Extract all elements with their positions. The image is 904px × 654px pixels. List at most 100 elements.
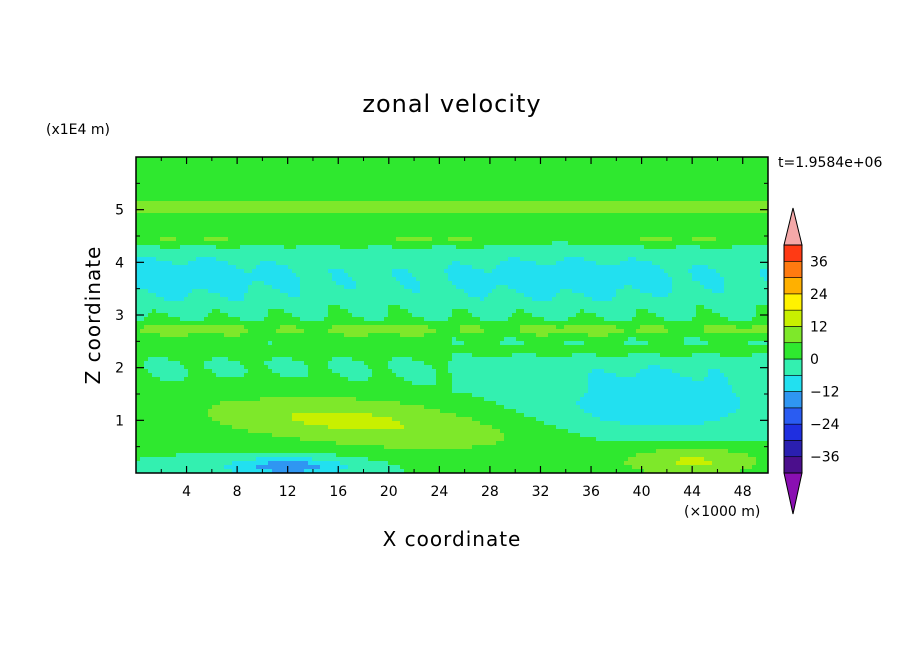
field-cell xyxy=(388,213,393,218)
field-cell xyxy=(260,225,265,230)
field-cell xyxy=(688,169,693,174)
field-cell xyxy=(272,233,277,238)
field-cell xyxy=(664,269,669,274)
field-cell xyxy=(184,229,189,234)
field-cell xyxy=(596,157,601,162)
field-cell xyxy=(356,197,361,202)
field-cell xyxy=(596,237,601,242)
field-cell xyxy=(484,249,489,254)
field-cell xyxy=(452,225,457,230)
field-cell xyxy=(584,245,589,250)
field-cell xyxy=(516,237,521,242)
field-cell xyxy=(632,173,637,178)
field-cell xyxy=(328,189,333,194)
field-cell xyxy=(696,237,701,242)
field-cell xyxy=(208,281,213,286)
field-cell xyxy=(252,225,257,230)
field-cell xyxy=(356,269,361,274)
field-cell xyxy=(672,209,677,214)
field-cell xyxy=(388,241,393,246)
field-cell xyxy=(336,173,341,178)
field-cell xyxy=(592,249,597,254)
field-cell xyxy=(388,273,393,278)
field-cell xyxy=(204,245,209,250)
field-cell xyxy=(480,237,485,242)
field-cell xyxy=(264,173,269,178)
field-cell xyxy=(748,157,753,162)
field-cell xyxy=(204,257,209,262)
field-cell xyxy=(172,249,177,254)
field-cell xyxy=(332,201,337,206)
field-cell xyxy=(708,253,713,258)
field-cell xyxy=(244,257,249,262)
field-cell xyxy=(444,193,449,198)
field-cell xyxy=(468,261,473,266)
field-cell xyxy=(540,157,545,162)
field-cell xyxy=(192,185,197,190)
field-cell xyxy=(424,205,429,210)
field-cell xyxy=(652,245,657,250)
field-cell xyxy=(228,189,233,194)
field-cell xyxy=(732,193,737,198)
field-cell xyxy=(604,217,609,222)
field-cell xyxy=(232,177,237,182)
field-cell xyxy=(284,237,289,242)
field-cell xyxy=(416,233,421,238)
field-cell xyxy=(456,169,461,174)
field-cell xyxy=(404,261,409,266)
field-cell xyxy=(336,213,341,218)
field-cell xyxy=(668,237,673,242)
field-cell xyxy=(200,225,205,230)
field-cell xyxy=(440,177,445,182)
field-cell xyxy=(708,257,713,262)
field-cell xyxy=(380,269,385,274)
field-cell xyxy=(480,173,485,178)
field-cell xyxy=(152,173,157,178)
field-cell xyxy=(620,157,625,162)
field-cell xyxy=(668,277,673,282)
field-cell xyxy=(296,265,301,270)
field-cell xyxy=(384,161,389,166)
field-cell xyxy=(392,205,397,210)
field-cell xyxy=(292,261,297,266)
field-cell xyxy=(616,225,621,230)
field-cell xyxy=(148,257,153,262)
field-cell xyxy=(628,253,633,258)
field-cell xyxy=(436,197,441,202)
field-cell xyxy=(656,261,661,266)
field-cell xyxy=(388,205,393,210)
field-cell xyxy=(708,205,713,210)
field-cell xyxy=(308,269,313,274)
field-cell xyxy=(576,237,581,242)
field-cell xyxy=(644,185,649,190)
field-cell xyxy=(144,233,149,238)
field-cell xyxy=(488,249,493,254)
field-cell xyxy=(264,261,269,266)
field-cell xyxy=(228,225,233,230)
field-cell xyxy=(312,245,317,250)
field-cell xyxy=(476,257,481,262)
field-cell xyxy=(764,209,768,214)
field-cell xyxy=(644,209,649,214)
field-cell xyxy=(256,229,261,234)
field-cell xyxy=(224,193,229,198)
field-cell xyxy=(380,213,385,218)
field-cell xyxy=(204,277,209,282)
field-cell xyxy=(604,181,609,186)
field-cell xyxy=(224,257,229,262)
field-cell xyxy=(216,233,221,238)
field-cell xyxy=(744,253,749,258)
field-cell xyxy=(212,241,217,246)
field-cell xyxy=(512,201,517,206)
field-cell xyxy=(252,193,257,198)
field-cell xyxy=(700,249,705,254)
field-cell xyxy=(588,197,593,202)
field-cell xyxy=(532,201,537,206)
field-cell xyxy=(524,209,529,214)
field-cell xyxy=(200,209,205,214)
field-cell xyxy=(264,169,269,174)
field-cell xyxy=(260,165,265,170)
field-cell xyxy=(488,229,493,234)
field-cell xyxy=(508,201,513,206)
field-cell xyxy=(424,173,429,178)
